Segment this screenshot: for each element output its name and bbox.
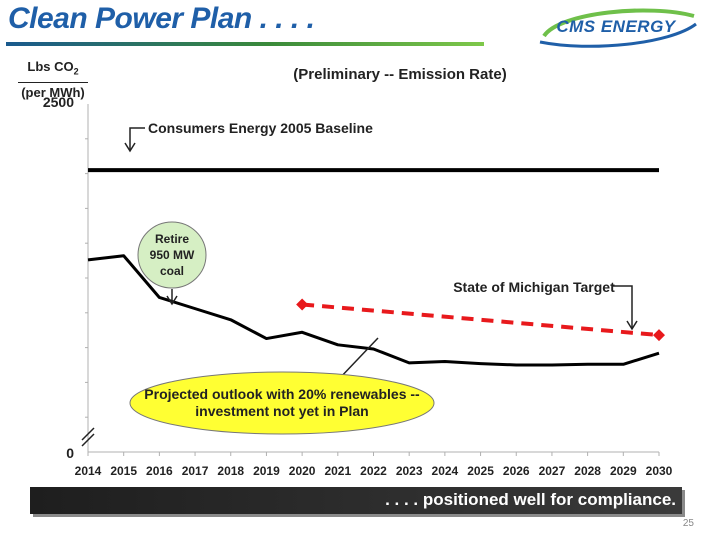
target-arrow-icon	[626, 320, 638, 331]
x-tick-label-2022: 2022	[360, 464, 387, 478]
target-series-line	[301, 302, 660, 338]
x-tick-label-2024: 2024	[432, 464, 459, 478]
outlook-label-line1: Projected outlook with 20% renewables --	[144, 386, 420, 402]
x-tick-label-2014: 2014	[75, 464, 102, 478]
target-point-marker-0	[296, 298, 309, 311]
baseline-callout-line	[129, 127, 145, 150]
baseline-annotation-label: Consumers Energy 2005 Baseline	[148, 120, 373, 136]
axis-break-mark	[81, 433, 95, 447]
footer-banner: . . . . positioned well for compliance.	[30, 487, 682, 514]
emission-rate-chart: 2014 2015 2016 2017 2018 2019 2020 2021 2022 2023…	[43, 94, 673, 478]
x-tick-label-2023: 2023	[396, 464, 423, 478]
x-tick-label-2018: 2018	[217, 464, 244, 478]
logo-swoosh-icon	[539, 8, 697, 48]
retire-coal-bubble	[137, 221, 207, 289]
target-callout-line	[612, 285, 633, 329]
footer-text: . . . . positioned well for compliance.	[385, 490, 676, 509]
projected-outlook-line	[87, 254, 660, 367]
retire-label-line2: 950 MW	[150, 248, 195, 262]
target-point-marker-1	[653, 329, 665, 342]
x-tick-label-2019: 2019	[253, 464, 280, 478]
y-label-line2: (per MWh)	[21, 84, 85, 100]
x-tick-label-2027: 2027	[539, 464, 566, 478]
retire-arrow-icon	[166, 295, 178, 306]
x-tick-label-2016: 2016	[146, 464, 173, 478]
x-tick-label-2020: 2020	[289, 464, 316, 478]
y-label-subscript: 2	[73, 66, 79, 77]
y-label-divider	[18, 81, 88, 83]
chart-title: (Preliminary -- Emission Rate)	[293, 66, 507, 83]
x-tick-label-2028: 2028	[574, 464, 601, 478]
target-annotation-label: State of Michigan Target	[453, 279, 615, 295]
baseline-arrow-icon	[124, 142, 136, 153]
outlook-callout-line	[337, 337, 379, 381]
x-tick-label-2015: 2015	[110, 464, 137, 478]
outlook-label-line2: investment not yet in Plan	[195, 403, 368, 419]
retire-label-line1: Retire	[155, 232, 189, 246]
y-axis-label: Lbs CO2 (per MWh)	[16, 58, 90, 101]
x-tick-label-2029: 2029	[610, 464, 637, 478]
page-number: 25	[682, 518, 694, 529]
retire-label-line3: coal	[160, 264, 184, 278]
logo-text: CMS ENERGY	[556, 17, 676, 36]
outlook-bubble	[129, 371, 435, 435]
y-tick-label-2500: 2500	[43, 94, 74, 110]
x-tick-label-2026: 2026	[503, 464, 530, 478]
axis-break-mark	[81, 427, 95, 441]
y-label-line1: Lbs CO	[27, 59, 74, 74]
x-tick-label-2021: 2021	[324, 464, 351, 478]
y-tick-label-0: 0	[66, 445, 74, 461]
x-tick-label-2025: 2025	[467, 464, 494, 478]
title-underline	[6, 42, 484, 46]
page-title: Clean Power Plan . . . .	[8, 2, 315, 35]
cms-energy-logo: CMS ENERGY	[530, 6, 702, 48]
x-tick-label-2030: 2030	[646, 464, 673, 478]
x-tick-label-2017: 2017	[182, 464, 209, 478]
